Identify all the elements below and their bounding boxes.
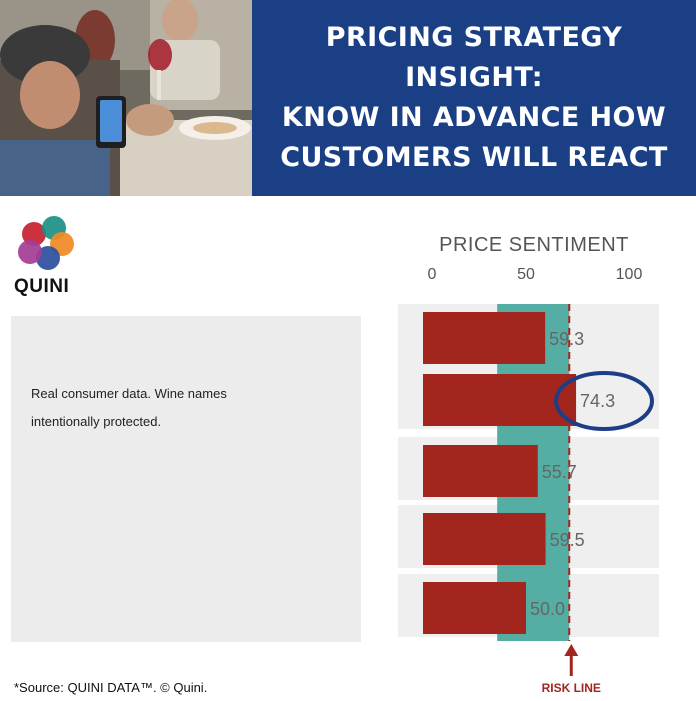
bar	[423, 582, 526, 634]
logo-wordmark: QUINI	[14, 276, 70, 297]
bar	[423, 374, 577, 426]
note-line-1: Real consumer data. Wine names	[31, 386, 227, 401]
x-tick-label: 0	[428, 266, 437, 283]
data-label: 59.3	[549, 329, 584, 349]
bar	[423, 312, 546, 364]
data-label: 50.0	[530, 599, 565, 619]
highlight-circle	[554, 371, 654, 431]
x-tick-label: 100	[616, 266, 643, 283]
title-banner: PRICING STRATEGY INSIGHT: KNOW IN ADVANC…	[252, 0, 696, 196]
note-panel: Real consumer data. Wine names intention…	[11, 316, 361, 642]
note-line-2: intentionally protected.	[31, 414, 162, 429]
risk-arrow-head	[564, 644, 579, 656]
data-label: 59.5	[550, 530, 585, 550]
chart-title: PRICE SENTIMENT	[439, 234, 629, 256]
data-label: 55.7	[542, 462, 577, 482]
risk-line-label: RISK LINE	[542, 681, 601, 695]
bar	[423, 513, 546, 565]
x-tick-label: 50	[517, 266, 535, 283]
data-label: 74.3	[580, 391, 615, 411]
quini-logo	[12, 214, 92, 294]
banner-title: PRICING STRATEGY INSIGHT: KNOW IN ADVANC…	[280, 22, 668, 173]
bar	[423, 445, 538, 497]
source-note: *Source: QUINI DATA™. © Quini.	[14, 680, 208, 695]
note-text: Real consumer data. Wine names intention…	[31, 380, 331, 436]
wine-tasting-photo	[0, 0, 252, 196]
